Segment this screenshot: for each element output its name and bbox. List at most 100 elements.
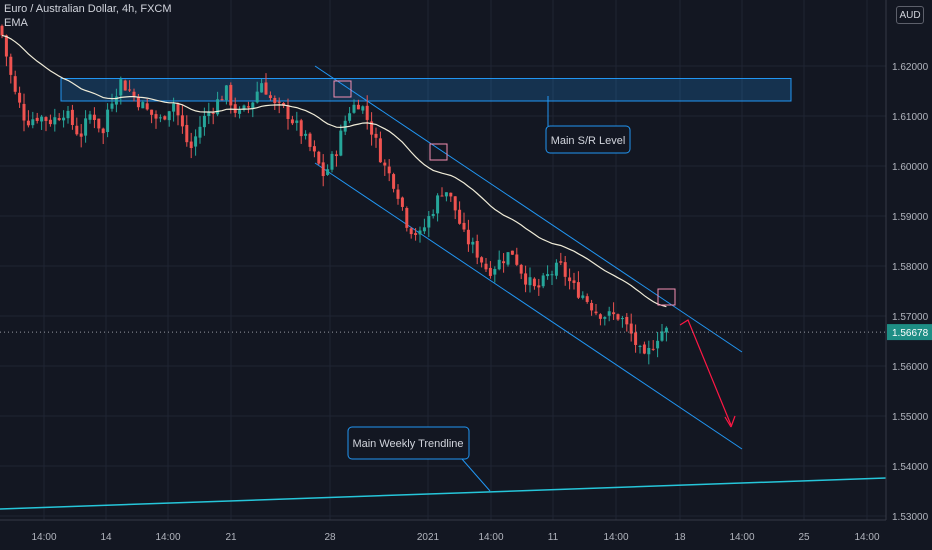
candle-body	[172, 103, 176, 112]
candle-body	[167, 111, 171, 121]
candle-body	[581, 295, 585, 298]
price-tick-label: 1.53000	[892, 512, 929, 523]
marker-box[interactable]	[429, 143, 448, 161]
candle-body	[75, 125, 79, 135]
candle-body	[396, 189, 400, 199]
candle-body	[462, 222, 466, 230]
candle-body	[436, 195, 440, 214]
candle-body	[378, 138, 382, 163]
candle-body	[128, 89, 132, 91]
sr-zone-rectangle[interactable]	[60, 78, 792, 102]
candle-body	[220, 99, 224, 101]
candle-body	[365, 105, 369, 120]
price-tick-label: 1.58000	[892, 262, 929, 273]
currency-button[interactable]: AUD	[896, 6, 924, 24]
candle-body	[356, 104, 360, 110]
trend-callout-box[interactable]	[347, 426, 470, 460]
candle-body	[48, 119, 52, 125]
trend-callout-pointer	[450, 458, 491, 492]
candle-body	[559, 261, 563, 263]
candle-body	[383, 162, 387, 166]
candle-body	[176, 103, 180, 116]
candle-body	[405, 208, 409, 228]
time-tick-label: 14:00	[31, 532, 56, 543]
candle-body	[519, 264, 523, 274]
candle-body	[132, 91, 136, 97]
time-tick-label: 14:00	[478, 532, 503, 543]
candle-body	[361, 106, 365, 111]
time-tick-label: 14:00	[729, 532, 754, 543]
candle-body	[422, 227, 426, 232]
weekly-trendline[interactable]	[0, 477, 887, 510]
candle-body	[414, 233, 418, 235]
candle-body	[185, 124, 189, 143]
candle-body	[114, 96, 118, 105]
candle-body	[647, 347, 651, 355]
candle-body	[515, 254, 519, 265]
candle-body	[136, 96, 140, 108]
candle-body	[40, 116, 44, 122]
candle-body	[554, 262, 558, 276]
candle-body	[97, 118, 101, 129]
candle-body	[638, 345, 642, 347]
candle-body	[444, 192, 448, 197]
price-tick-label: 1.59000	[892, 212, 929, 223]
candle-body	[546, 274, 550, 277]
candle-body	[449, 192, 453, 197]
current-price-label: 1.56678	[892, 328, 929, 339]
ema-line[interactable]	[1, 34, 667, 308]
candle-body	[194, 136, 198, 147]
candle-body	[326, 169, 330, 175]
candle-body	[299, 120, 303, 137]
candle-body	[528, 277, 532, 286]
ema-indicator-label[interactable]: EMA	[4, 17, 28, 29]
time-tick-label: 21	[225, 532, 237, 543]
candle-body	[466, 229, 470, 245]
candle-body	[79, 133, 83, 137]
candle-body	[576, 282, 580, 298]
candle-body	[321, 162, 325, 177]
candle-body	[207, 112, 211, 117]
candle-body	[242, 105, 246, 110]
candle-body	[304, 133, 308, 136]
candle-body	[427, 216, 431, 228]
candle-body	[563, 262, 567, 277]
candle-body	[339, 130, 343, 156]
marker-box[interactable]	[333, 80, 352, 98]
candle-body	[70, 109, 74, 125]
candle-body	[31, 119, 35, 126]
candle-body	[497, 259, 501, 270]
projection-arrow[interactable]	[679, 319, 732, 426]
candle-body	[277, 101, 281, 103]
channel-upper-line[interactable]	[314, 65, 743, 353]
symbol-title: Euro / Australian Dollar, 4h, FXCM	[4, 3, 172, 15]
candle-body	[290, 119, 294, 124]
marker-box[interactable]	[657, 288, 676, 306]
candle-body	[524, 273, 528, 285]
candle-body	[585, 296, 589, 302]
candle-body	[392, 174, 396, 189]
sr-callout-box[interactable]	[545, 125, 631, 154]
candle-body	[57, 118, 61, 121]
trend-callout-label: Main Weekly Trendline	[352, 438, 463, 450]
candle-body	[440, 195, 444, 197]
candle-body	[233, 104, 237, 113]
time-tick-label: 14	[100, 532, 112, 543]
candle-body	[44, 117, 48, 121]
time-tick-label: 14:00	[854, 532, 879, 543]
candle-body	[541, 275, 545, 287]
candle-body	[158, 117, 162, 119]
price-tick-label: 1.62000	[892, 62, 929, 73]
candle-body	[26, 120, 30, 126]
candle-body	[400, 197, 404, 207]
candle-body	[370, 121, 374, 135]
candle-body	[629, 323, 633, 334]
candle-body	[4, 35, 8, 57]
channel-lower-line[interactable]	[314, 162, 743, 450]
candle-body	[348, 113, 352, 121]
candle-body	[282, 103, 286, 106]
candle-body	[53, 117, 57, 125]
candle-body	[238, 110, 242, 114]
